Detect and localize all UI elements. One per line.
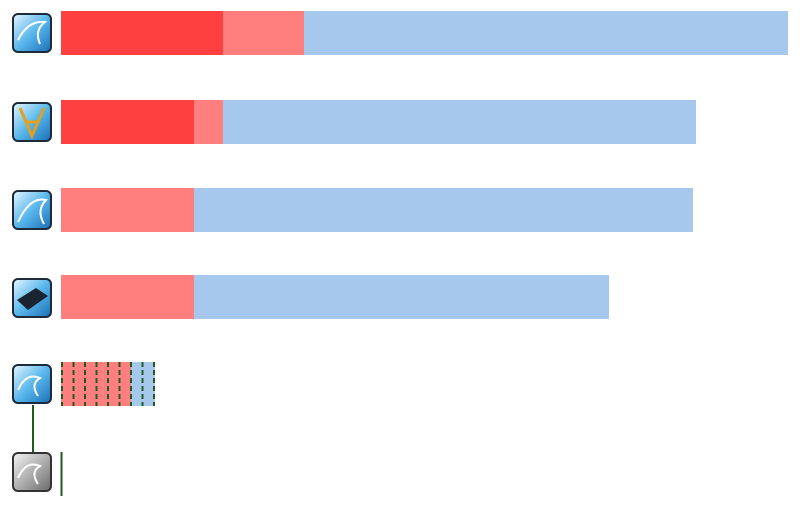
skill-icon	[12, 190, 52, 230]
bar-segment	[61, 100, 194, 144]
icons	[12, 13, 52, 492]
bar-segment	[304, 11, 788, 55]
bar-segment	[61, 362, 131, 406]
bar-segment	[194, 188, 693, 232]
bar-segment	[131, 362, 155, 406]
icon-detail	[17, 20, 48, 45]
skill-icon	[12, 452, 52, 492]
icon-detail	[17, 288, 48, 310]
skill-icon	[12, 13, 52, 53]
icon-detail	[18, 107, 46, 140]
bar-segment	[194, 275, 609, 319]
bar-segment	[61, 188, 194, 232]
bar-segment	[223, 11, 304, 55]
icon-detail	[17, 198, 48, 225]
bar-segment	[61, 275, 194, 319]
bar-segment	[61, 11, 223, 55]
bar-segment	[194, 100, 223, 144]
icon-detail	[17, 375, 43, 397]
skill-icon	[12, 364, 52, 404]
icon-detail	[17, 463, 43, 485]
bar-segment	[223, 100, 696, 144]
